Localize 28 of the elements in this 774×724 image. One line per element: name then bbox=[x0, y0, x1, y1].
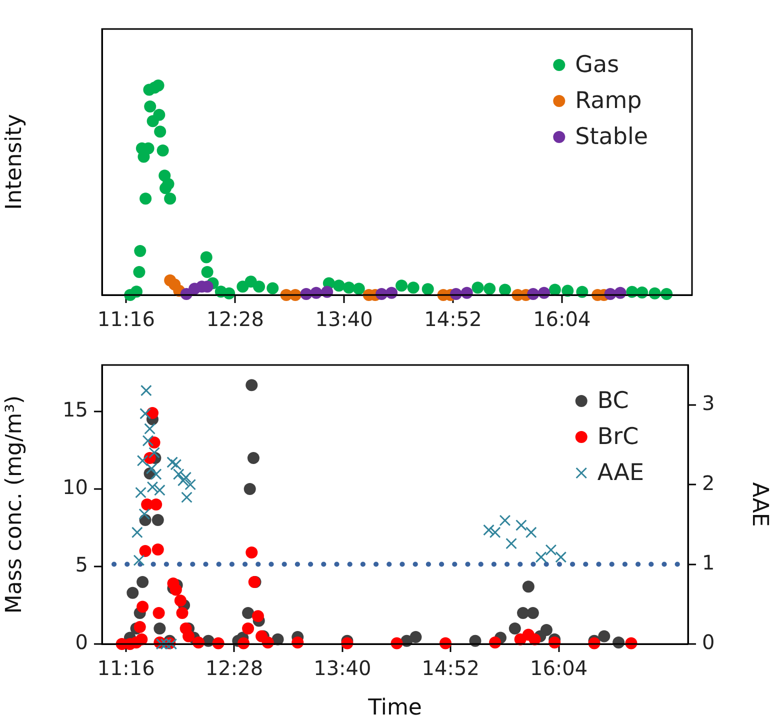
x-tick-label: 12:28 bbox=[205, 656, 264, 680]
x-tick-label: 11:16 bbox=[97, 656, 155, 680]
y2-tick-label: 2 bbox=[702, 470, 715, 495]
x-tick-label: 13:40 bbox=[315, 307, 373, 332]
y-tick-label: 15 bbox=[62, 398, 88, 422]
legend-label: Gas bbox=[575, 52, 620, 78]
legend-label: AAE bbox=[597, 460, 644, 486]
y-tick-label: 0 bbox=[75, 630, 88, 654]
x-tick-label: 14:52 bbox=[422, 656, 480, 680]
x-tick-label: 16:04 bbox=[530, 656, 588, 680]
y2-axis-title: AAE bbox=[747, 482, 772, 527]
y2-tick-label: 1 bbox=[702, 550, 715, 574]
legend-label: BrC bbox=[597, 424, 639, 450]
y2-tick-label: 3 bbox=[702, 391, 715, 416]
y-axis-title: Mass conc. (mg/m³) bbox=[2, 395, 27, 614]
x-axis-title: Time bbox=[367, 696, 422, 721]
y-tick-label: 10 bbox=[62, 475, 88, 500]
y2-tick-label: 0 bbox=[702, 630, 715, 654]
x-tick-label: 11:16 bbox=[97, 307, 156, 332]
x-tick-label: 12:28 bbox=[206, 307, 264, 332]
x-tick-label: 14:52 bbox=[424, 307, 482, 332]
y-axis-title: Intensity bbox=[2, 114, 27, 210]
legend-label: Stable bbox=[575, 124, 648, 150]
x-tick-label: 13:40 bbox=[314, 656, 372, 680]
x-tick-label: 16:04 bbox=[533, 307, 591, 332]
legend-label: Ramp bbox=[575, 88, 642, 114]
y-tick-label: 5 bbox=[75, 552, 88, 577]
legend-label: BC bbox=[597, 388, 629, 414]
